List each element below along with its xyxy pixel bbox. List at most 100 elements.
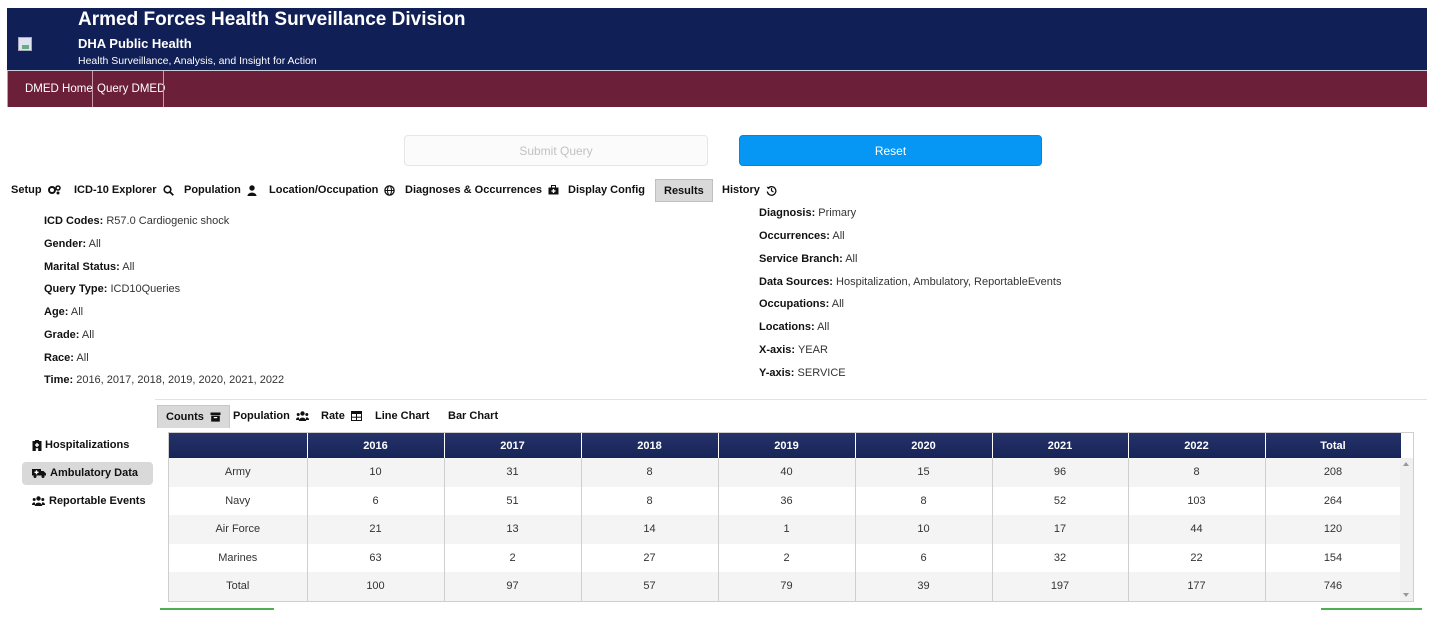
nav-separator — [7, 71, 8, 107]
source-label: Hospitalizations — [45, 439, 130, 451]
table-cell: 39 — [855, 572, 993, 601]
table-cell: 36 — [718, 486, 856, 515]
archive-icon — [210, 412, 221, 422]
row-label: Army — [169, 458, 308, 487]
row-label: Navy — [169, 486, 308, 515]
tab-population[interactable]: Population — [184, 179, 257, 202]
column-header[interactable]: 2021 — [992, 433, 1129, 458]
tab-diagnoses-occurrences[interactable]: Diagnoses & Occurrences — [405, 179, 559, 202]
table-cell: 13 — [444, 515, 582, 544]
table-cell: 79 — [718, 572, 856, 601]
nav-separator — [92, 71, 93, 107]
table-cell: 14 — [581, 515, 719, 544]
column-header[interactable]: Total — [1265, 433, 1402, 458]
table-cell: 96 — [992, 458, 1129, 487]
column-header[interactable]: 2020 — [855, 433, 993, 458]
scroll-down-arrow-icon[interactable] — [1403, 593, 1409, 597]
tab-label: Display Config — [568, 184, 646, 196]
row-label: Marines — [169, 543, 308, 572]
tab-icd10-explorer[interactable]: ICD-10 Explorer — [74, 179, 174, 202]
column-header[interactable]: 2022 — [1128, 433, 1266, 458]
source-ambulatory-data[interactable]: Ambulatory Data — [22, 462, 153, 485]
scroll-up-arrow-icon[interactable] — [1403, 462, 1409, 466]
results-table-container: 2016 2017 2018 2019 2020 2021 2022 Total… — [168, 432, 1414, 602]
table-cell: 32 — [992, 543, 1129, 572]
tab-label: Population — [184, 184, 241, 196]
submit-query-button[interactable]: Submit Query — [404, 135, 708, 166]
dha-logo-image — [18, 37, 32, 51]
site-tagline: Health Surveillance, Analysis, and Insig… — [78, 55, 317, 67]
source-hospitalizations[interactable]: Hospitalizations — [22, 434, 153, 457]
tab-line-chart[interactable]: Line Chart — [375, 405, 429, 428]
users-icon — [32, 496, 45, 507]
table-row: Air Force 21 13 14 1 10 17 44 120 — [169, 515, 1402, 544]
table-header-row: 2016 2017 2018 2019 2020 2021 2022 Total — [169, 433, 1402, 458]
site-subtitle: DHA Public Health — [78, 36, 192, 51]
tab-setup[interactable]: Setup — [11, 179, 61, 202]
summary-y-axis: Y-axis: SERVICE — [759, 367, 846, 379]
summary-age: Age: All — [44, 306, 84, 318]
table-cell: 6 — [307, 486, 445, 515]
results-panel-divider — [155, 399, 1427, 400]
gears-icon — [47, 185, 61, 195]
tab-population-results[interactable]: Population — [233, 405, 309, 428]
tab-label: Population — [233, 410, 290, 422]
row-label: Total — [169, 572, 308, 601]
summary-marital-status: Marital Status: All — [44, 261, 135, 273]
summary-diagnosis: Diagnosis: Primary — [759, 207, 857, 219]
nav-query-dmed[interactable]: Query DMED — [97, 83, 166, 95]
table-cell: 746 — [1265, 572, 1402, 601]
table-cell: 103 — [1128, 486, 1266, 515]
tab-display-config[interactable]: Display Config — [568, 179, 645, 202]
column-header[interactable]: 2019 — [718, 433, 856, 458]
column-header[interactable]: 2016 — [307, 433, 445, 458]
summary-occupations: Occupations: All — [759, 298, 844, 310]
tab-bar-chart[interactable]: Bar Chart — [448, 405, 498, 428]
table-cell: 197 — [992, 572, 1129, 601]
table-cell: 154 — [1265, 543, 1402, 572]
source-reportable-events[interactable]: Reportable Events — [22, 490, 153, 513]
column-header[interactable]: 2017 — [444, 433, 582, 458]
search-icon — [162, 184, 174, 196]
tab-label: Line Chart — [375, 410, 430, 422]
tab-counts[interactable]: Counts — [157, 405, 230, 428]
history-icon — [766, 185, 777, 196]
table-cell: 22 — [1128, 543, 1266, 572]
accent-line — [1321, 608, 1422, 610]
table-cell: 264 — [1265, 486, 1402, 515]
reset-button[interactable]: Reset — [739, 135, 1042, 166]
table-cell: 40 — [718, 458, 856, 487]
table-cell: 2 — [444, 543, 582, 572]
table-cell: 100 — [307, 572, 445, 601]
main-nav: DMED Home Query DMED — [7, 71, 1427, 107]
summary-occurrences: Occurrences: All — [759, 230, 845, 242]
table-icon — [350, 411, 362, 422]
site-header: Armed Forces Health Surveillance Divisio… — [7, 8, 1427, 70]
table-row: Navy 6 51 8 36 8 52 103 264 — [169, 486, 1402, 515]
summary-service-branch: Service Branch: All — [759, 253, 858, 265]
table-cell: 31 — [444, 458, 582, 487]
tab-results[interactable]: Results — [655, 179, 713, 202]
summary-gender: Gender: All — [44, 238, 101, 250]
table-cell: 8 — [855, 486, 993, 515]
tab-label: Results — [664, 185, 704, 197]
table-scrollbar[interactable] — [1400, 458, 1413, 601]
column-header[interactable]: 2018 — [581, 433, 719, 458]
source-label: Ambulatory Data — [50, 467, 139, 479]
nav-dmed-home[interactable]: DMED Home — [25, 83, 93, 95]
tab-label: Setup — [11, 184, 42, 196]
table-cell: 52 — [992, 486, 1129, 515]
ambulance-icon — [32, 469, 46, 479]
tab-location-occupation[interactable]: Location/Occupation — [269, 179, 396, 202]
table-cell: 15 — [855, 458, 993, 487]
tab-label: Location/Occupation — [269, 184, 379, 196]
site-title: Armed Forces Health Surveillance Divisio… — [78, 9, 466, 30]
summary-data-sources: Data Sources: Hospitalization, Ambulator… — [759, 276, 1062, 288]
tab-history[interactable]: History — [722, 179, 777, 202]
tab-rate[interactable]: Rate — [321, 405, 362, 428]
table-row: Army 10 31 8 40 15 96 8 208 — [169, 458, 1402, 487]
table-cell: 177 — [1128, 572, 1266, 601]
summary-locations: Locations: All — [759, 321, 830, 333]
user-icon — [247, 184, 257, 196]
table-cell: 1 — [718, 515, 856, 544]
